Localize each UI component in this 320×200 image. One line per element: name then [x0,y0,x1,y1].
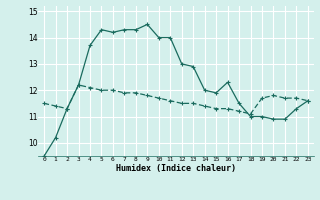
X-axis label: Humidex (Indice chaleur): Humidex (Indice chaleur) [116,164,236,173]
